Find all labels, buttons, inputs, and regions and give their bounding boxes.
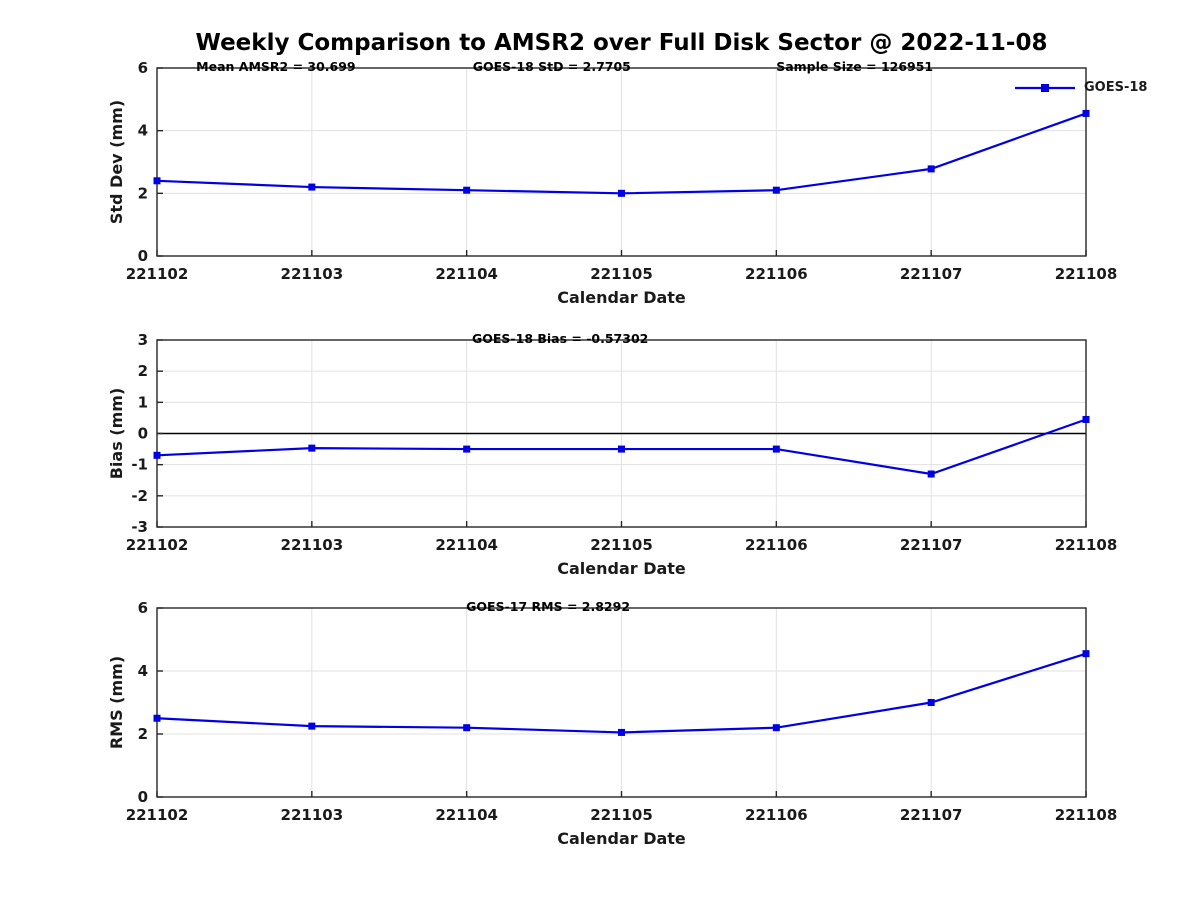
stat-annotation: Sample Size = 126951 [776, 59, 933, 74]
data-marker [772, 445, 780, 453]
data-marker [927, 470, 935, 478]
chart-title: Weekly Comparison to AMSR2 over Full Dis… [195, 30, 1048, 56]
data-marker [927, 699, 935, 706]
data-marker [463, 186, 471, 194]
data-marker [308, 183, 316, 191]
x-tick-label: 221103 [281, 806, 344, 824]
x-tick-label: 221104 [435, 265, 498, 283]
x-tick-label: 221106 [745, 806, 808, 824]
x-tick-label: 221108 [1055, 265, 1118, 283]
x-tick-label: 221104 [435, 806, 498, 824]
data-marker [1082, 650, 1090, 658]
x-tick-label: 221102 [126, 806, 189, 824]
data-marker [618, 728, 625, 736]
stat-annotation: GOES-18 StD = 2.7705 [473, 59, 631, 74]
data-marker [772, 724, 780, 732]
x-axis-label: Calendar Date [557, 288, 686, 307]
x-axis-label: Calendar Date [557, 829, 686, 848]
x-tick-label: 221105 [590, 806, 653, 824]
data-marker [308, 722, 316, 730]
x-tick-label: 221102 [126, 265, 189, 283]
y-axis-label: Bias (mm) [107, 388, 126, 480]
subplot-bias: 221102 221103 221104 221105 221106 221107 2211… [107, 331, 1117, 578]
data-marker [772, 186, 780, 194]
y-tick-label: 3 [138, 331, 148, 349]
y-tick-label: 0 [138, 788, 148, 806]
data-marker [1082, 109, 1090, 117]
x-tick-label: 221107 [900, 806, 963, 824]
x-tick-label: 221103 [281, 536, 344, 554]
x-tick-label: 221105 [590, 536, 653, 554]
stat-annotation: GOES-17 RMS = 2.8292 [466, 599, 630, 614]
y-tick-label: 2 [138, 184, 148, 202]
legend: GOES-18 [1014, 80, 1147, 95]
data-marker [463, 445, 471, 453]
x-tick-label: 221103 [281, 265, 344, 283]
y-tick-label: 4 [138, 122, 148, 140]
data-marker [308, 444, 316, 452]
x-tick-label: 221107 [900, 265, 963, 283]
x-tick-label: 221105 [590, 265, 653, 283]
y-tick-label: 6 [138, 59, 148, 77]
data-marker [1082, 415, 1090, 423]
stat-annotation: GOES-18 Bias = -0.57302 [472, 331, 648, 346]
legend-line-sample [1015, 83, 1075, 92]
y-tick-label: -3 [131, 518, 148, 536]
x-tick-label: 221106 [745, 265, 808, 283]
y-axis-label: Std Dev (mm) [107, 100, 126, 224]
data-marker [153, 714, 161, 722]
y-tick-label: 1 [138, 393, 148, 411]
y-tick-label: -2 [131, 487, 148, 505]
subplot-rms: 221102 221103 221104 221105 221106 221107 2211… [107, 599, 1117, 848]
y-tick-label: 0 [138, 247, 148, 265]
y-axis-label: RMS (mm) [107, 656, 126, 749]
y-tick-label: 2 [138, 362, 148, 380]
x-tick-label: 221108 [1055, 536, 1118, 554]
x-tick-label: 221108 [1055, 806, 1118, 824]
data-marker [153, 451, 161, 459]
data-marker [153, 177, 161, 185]
y-tick-label: 4 [138, 662, 148, 680]
stat-annotation: Mean AMSR2 = 30.699 [196, 59, 355, 74]
legend-series-label: GOES-18 [1084, 80, 1148, 95]
data-marker [618, 189, 625, 197]
x-tick-label: 221102 [126, 536, 189, 554]
x-tick-label: 221104 [435, 536, 498, 554]
y-tick-label: 2 [138, 725, 148, 743]
y-tick-label: 0 [138, 425, 148, 443]
y-tick-label: -1 [131, 456, 148, 474]
data-marker [927, 165, 935, 173]
y-tick-label: 6 [138, 599, 148, 617]
subplot-std-dev: 221102 221103 221104 221105 221106 221107 2211… [107, 59, 1117, 307]
data-marker [618, 445, 625, 453]
data-marker [463, 724, 471, 732]
x-tick-label: 221107 [900, 536, 963, 554]
x-axis-label: Calendar Date [557, 559, 686, 578]
x-tick-label: 221106 [745, 536, 808, 554]
